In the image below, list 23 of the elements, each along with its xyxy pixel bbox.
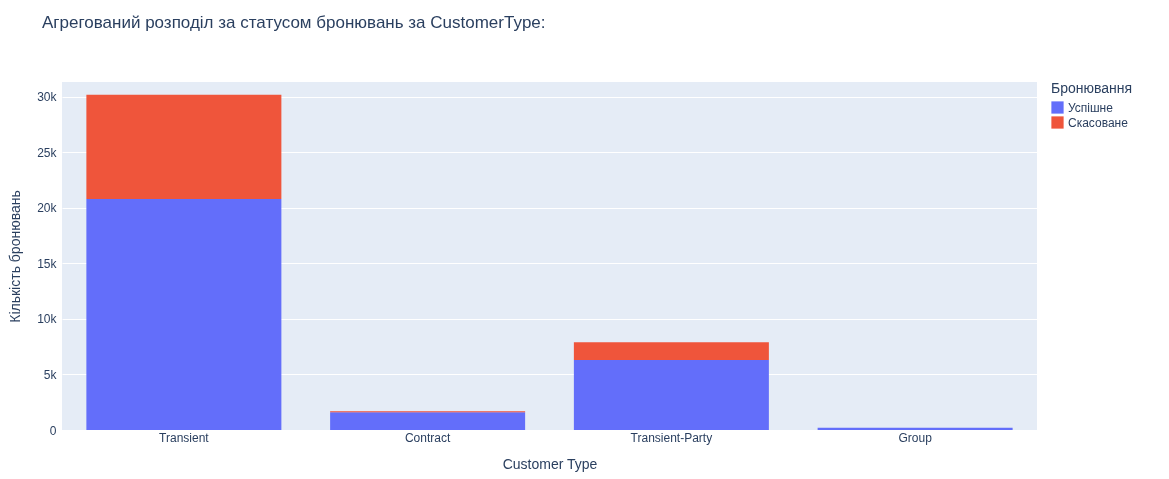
x-tick-label: Transient bbox=[159, 430, 210, 445]
legend-label: Скасоване bbox=[1068, 115, 1129, 130]
y-tick-label: 15k bbox=[37, 256, 58, 271]
y-axis-title: Кількість бронювань bbox=[7, 190, 24, 323]
y-tick-label: 5k bbox=[43, 368, 58, 382]
x-axis-title: Customer Type bbox=[502, 455, 598, 472]
y-tick-label: 30k bbox=[37, 90, 58, 105]
legend-title: Бронювання bbox=[1051, 80, 1133, 96]
x-tick-label: Contract bbox=[404, 430, 451, 445]
x-tick-label: Transient-Party bbox=[630, 430, 713, 445]
bar bbox=[330, 412, 526, 430]
x-tick-label: Group bbox=[898, 430, 933, 445]
bar bbox=[573, 342, 769, 361]
bar bbox=[573, 360, 769, 430]
y-tick-label: 10k bbox=[37, 312, 58, 327]
legend-label: Успішне bbox=[1068, 100, 1114, 115]
y-tick-label: 25k bbox=[37, 145, 58, 160]
bar bbox=[817, 427, 1013, 430]
bar bbox=[86, 199, 282, 430]
chart-title: Агрегований розподіл за статусом бронювань за CustomerType: bbox=[42, 13, 546, 32]
y-tick-label: 20k bbox=[37, 201, 58, 216]
y-tick-label: 0 bbox=[49, 423, 57, 438]
bar bbox=[86, 94, 282, 200]
